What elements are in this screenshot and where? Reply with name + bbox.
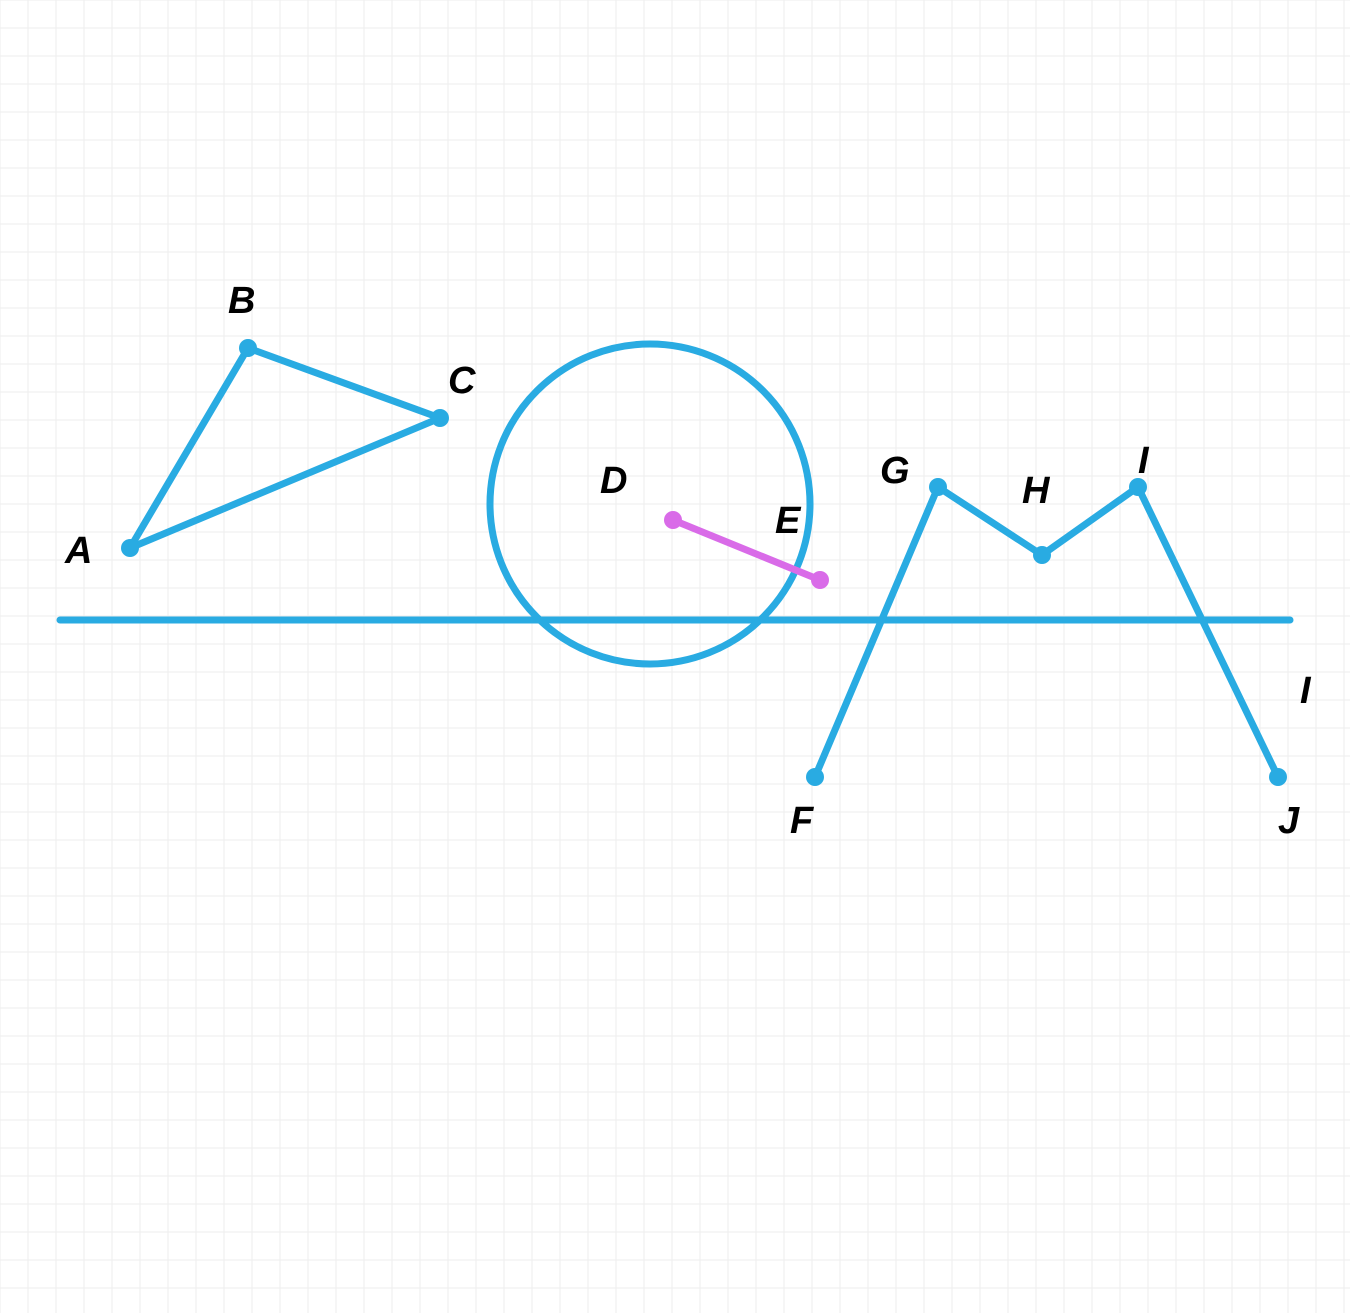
label-d: D: [600, 460, 627, 503]
label-j: J: [1278, 800, 1299, 843]
label-g: G: [880, 450, 910, 493]
grid: [0, 0, 1350, 1313]
label-i1: I: [1138, 440, 1149, 483]
point-f: [806, 768, 824, 786]
point-c: [431, 409, 449, 427]
label-a: A: [65, 530, 92, 573]
point-e: [811, 571, 829, 589]
label-c: C: [448, 360, 475, 403]
label-h: H: [1022, 470, 1049, 513]
point-j: [1269, 768, 1287, 786]
label-e: E: [775, 500, 800, 543]
diagram-svg: [0, 0, 1350, 1313]
diagram-canvas: A B C D E F G H I J I: [0, 0, 1350, 1313]
point-b: [239, 339, 257, 357]
polyline-fghij: [815, 487, 1278, 777]
label-b: B: [228, 280, 255, 323]
point-g: [929, 478, 947, 496]
point-a: [121, 539, 139, 557]
point-d: [664, 511, 682, 529]
label-i2: I: [1300, 670, 1311, 713]
label-f: F: [790, 800, 813, 843]
point-h: [1033, 546, 1051, 564]
